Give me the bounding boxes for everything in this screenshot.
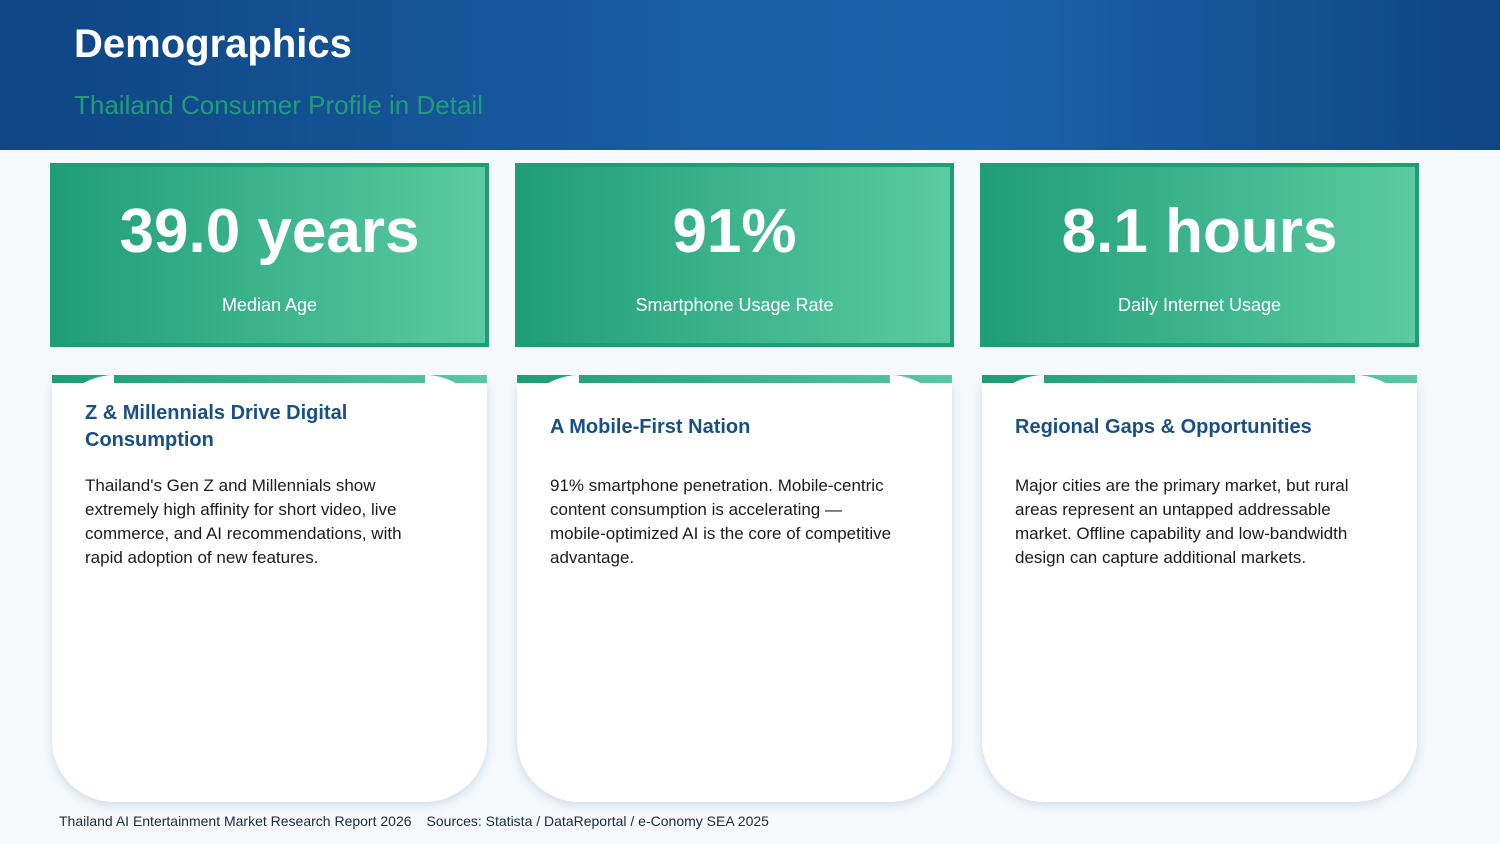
info-card-title: Regional Gaps & Opportunities bbox=[1015, 415, 1312, 438]
info-card-gen-z-millennials: Z & Millennials Drive Digital Consumptio… bbox=[52, 375, 487, 802]
footer-sources: Sources: Statista / DataReportal / e-Con… bbox=[426, 813, 769, 829]
stat-card-internet-usage: 8.1 hours Daily Internet Usage bbox=[980, 163, 1419, 347]
stat-label: Smartphone Usage Rate bbox=[635, 295, 834, 315]
info-card-accent-bar bbox=[517, 375, 952, 383]
header-banner: Demographics Thailand Consumer Profile i… bbox=[0, 0, 1500, 150]
info-card-regional-gaps: Regional Gaps & Opportunities Major citi… bbox=[982, 375, 1417, 802]
stat-value: 8.1 hours bbox=[1061, 197, 1338, 266]
stat-card-median-age: 39.0 years Median Age bbox=[50, 163, 489, 347]
stat-value: 91% bbox=[672, 197, 797, 266]
info-card-mobile-first: A Mobile-First Nation 91% smartphone pen… bbox=[517, 375, 952, 802]
page-subtitle: Thailand Consumer Profile in Detail bbox=[74, 90, 483, 120]
footer: Thailand AI Entertainment Market Researc… bbox=[59, 811, 769, 831]
info-card-accent-bar bbox=[52, 375, 487, 383]
stat-label: Median Age bbox=[221, 295, 318, 315]
info-card-body: Major cities are the primary market, but… bbox=[1015, 476, 1349, 567]
stat-label: Daily Internet Usage bbox=[1117, 295, 1282, 315]
info-card-body: Thailand's Gen Z and Millennials show ex… bbox=[85, 476, 402, 567]
info-card-title: A Mobile-First Nation bbox=[550, 415, 751, 438]
footer-report-name: Thailand AI Entertainment Market Researc… bbox=[59, 813, 412, 829]
stat-value: 39.0 years bbox=[119, 197, 420, 266]
stat-card-smartphone-usage: 91% Smartphone Usage Rate bbox=[515, 163, 954, 347]
info-card-title: Z & Millennials Drive Digital Consumptio… bbox=[85, 402, 348, 451]
info-card-body: 91% smartphone penetration. Mobile-centr… bbox=[550, 476, 892, 567]
page-title: Demographics bbox=[74, 22, 352, 66]
info-card-accent-bar bbox=[982, 375, 1417, 383]
